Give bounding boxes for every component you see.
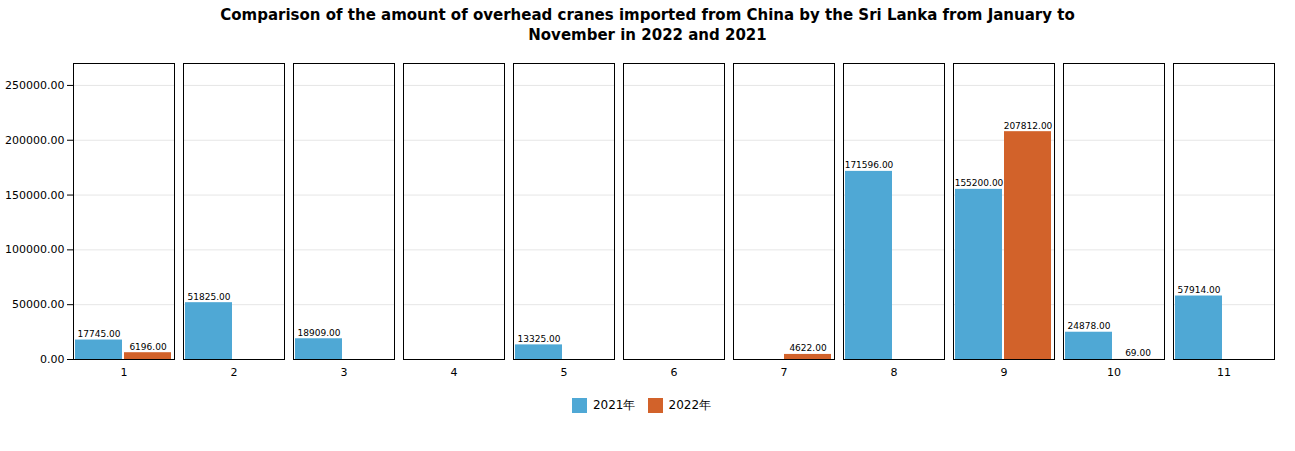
svg-text:13325.00: 13325.00	[518, 334, 561, 344]
html-text:Comparison of the amount of ov: Comparison of the amount of overhead cra…	[220, 6, 1075, 44]
svg-text:100000.00: 100000.00	[5, 243, 65, 256]
html-text:2022年: 2022年	[668, 398, 711, 412]
svg-text:250000.00: 250000.00	[5, 79, 65, 92]
svg-text:17745.00: 17745.00	[78, 329, 121, 339]
svg-text:8: 8	[891, 366, 898, 379]
svg-text:4: 4	[451, 366, 458, 379]
svg-text:51825.00: 51825.00	[188, 292, 231, 302]
svg-text:207812.00: 207812.00	[1004, 121, 1053, 131]
svg-text:171596.00: 171596.00	[845, 160, 894, 170]
svg-text:7: 7	[781, 366, 788, 379]
svg-text:5: 5	[561, 366, 568, 379]
svg-text:24878.00: 24878.00	[1068, 321, 1111, 331]
svg-text:150000.00: 150000.00	[5, 189, 65, 202]
svg-text:6196.00: 6196.00	[129, 342, 166, 352]
svg-text:6: 6	[671, 366, 678, 379]
svg-text:3: 3	[341, 366, 348, 379]
svg-text:155200.00: 155200.00	[955, 178, 1004, 188]
svg-text:2: 2	[231, 366, 238, 379]
svg-text:50000.00: 50000.00	[12, 298, 65, 311]
svg-text:18909.00: 18909.00	[298, 328, 341, 338]
svg-text:10: 10	[1107, 366, 1121, 379]
svg-text:9: 9	[1001, 366, 1008, 379]
html-text:2021年: 2021年	[593, 398, 636, 412]
svg-text:0.00: 0.00	[40, 353, 65, 366]
svg-text:1: 1	[121, 366, 128, 379]
svg-text:69.00: 69.00	[1125, 348, 1151, 358]
svg-text:200000.00: 200000.00	[5, 134, 65, 147]
svg-text:4622.00: 4622.00	[789, 343, 826, 353]
svg-text:11: 11	[1217, 366, 1231, 379]
svg-text:57914.00: 57914.00	[1178, 285, 1221, 295]
